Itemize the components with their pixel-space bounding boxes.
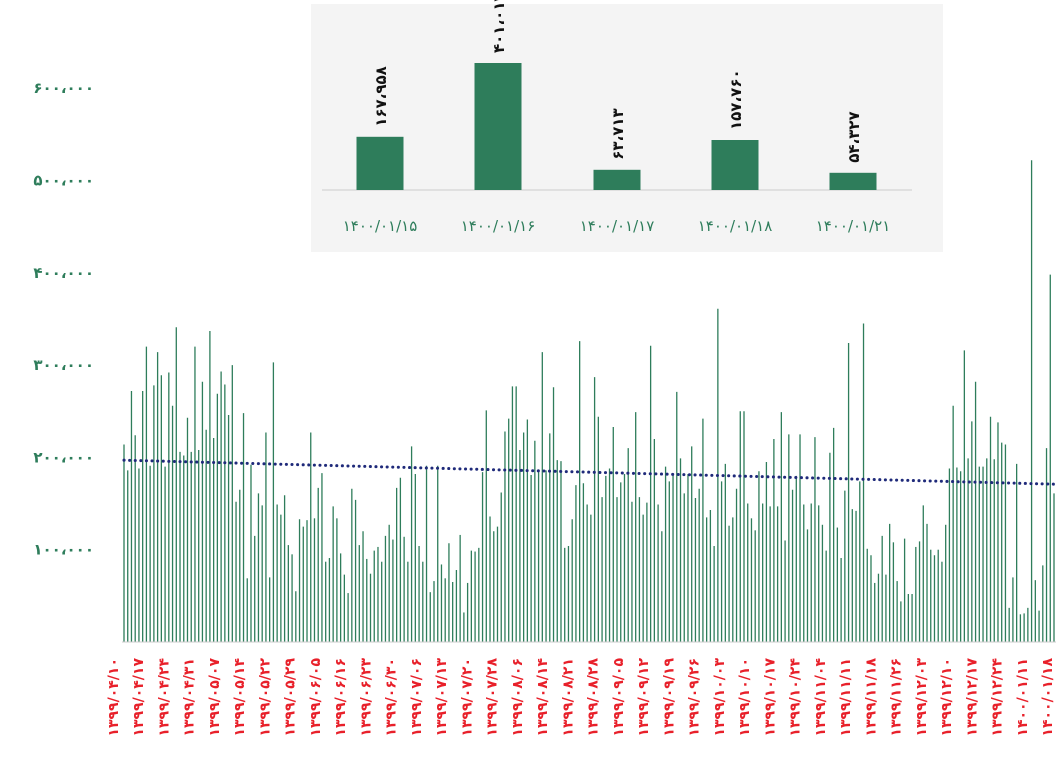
y-tick-label: ۴۰۰،۰۰۰	[33, 264, 94, 282]
y-tick-label: ۶۰۰،۰۰۰	[33, 79, 94, 97]
x-tick-label: ۱۳۹۹/۰۵/۲۲	[258, 658, 274, 737]
x-tick-label: ۱۳۹۹/۰۴/۱۷	[131, 658, 147, 737]
inset-data-label: ۱۶۷،۹۵۸	[372, 66, 390, 127]
x-tick-label: ۱۳۹۹/۰۵/۰۷	[207, 658, 223, 737]
x-tick-label: ۱۳۹۹/۰۴/۳۱	[182, 658, 198, 737]
x-tick-label: ۱۳۹۹/۰۹/۰۵	[611, 658, 627, 737]
inset-bars	[356, 63, 877, 190]
x-tick-label: ۱۳۹۹/۰۵/۲۹	[283, 658, 299, 737]
x-tick-label: ۱۳۹۹/۰۶/۳۰	[384, 658, 400, 737]
y-tick-label: ۱۰۰،۰۰۰	[33, 541, 94, 559]
x-tick-label: ۱۳۹۹/۰۸/۱۴	[535, 658, 551, 737]
main-bars	[123, 160, 1055, 642]
inset-bar	[474, 63, 522, 190]
inset-chart: ۱۶۷،۹۵۸ ۴۰۱،۰۱۳ ۶۳،۷۱۳ ۱۵۷،۷۶۰ ۵۴،۳۲۷ ۱۴۰۰/۰…	[311, 0, 943, 252]
x-tick-label: ۱۳۹۹/۰۵/۱۴	[232, 658, 248, 737]
x-tick-label: ۱۳۹۹/۱۲/۱۰	[939, 658, 955, 737]
inset-data-label: ۴۰۱،۰۱۳	[490, 0, 508, 53]
inset-x-tick-label: ۱۴۰۰/۰۱/۱۶	[461, 217, 536, 235]
inset-x-tick-label: ۱۴۰۰/۰۱/۱۷	[580, 217, 655, 235]
x-axis-ticks: ۱۳۹۹/۰۴/۱۰ ۱۳۹۹/۰۴/۱۷ ۱۳۹۹/۰۴/۲۴ ۱۳۹۹/۰۴/۳۱…	[106, 658, 1056, 737]
x-tick-label: ۱۳۹۹/۱۲/۰۳	[914, 658, 930, 737]
x-tick-label: ۱۳۹۹/۰۶/۲۳	[358, 658, 374, 737]
inset-bar	[593, 169, 641, 190]
trendline-path	[122, 458, 1056, 486]
x-tick-label: ۱۳۹۹/۱۱/۰۴	[813, 658, 829, 737]
x-tick-label: ۱۳۹۹/۱۱/۱۱	[838, 658, 854, 737]
x-tick-label: ۱۳۹۹/۰۹/۱۹	[661, 658, 677, 737]
x-tick-label: ۱۳۹۹/۱۱/۱۸	[863, 658, 879, 737]
x-tick-label: ۱۳۹۹/۰۹/۱۲	[636, 658, 652, 737]
inset-background	[311, 4, 943, 252]
inset-x-tick-label: ۱۴۰۰/۰۱/۱۸	[698, 217, 773, 235]
x-tick-label: ۱۳۹۹/۰۶/۰۵	[308, 658, 324, 737]
y-tick-label: ۲۰۰،۰۰۰	[33, 448, 94, 466]
x-tick-label: ۱۳۹۹/۰۷/۲۸	[485, 658, 501, 737]
inset-bar	[356, 136, 404, 190]
x-tick-label: ۱۴۰۰/۰۱/۱۱	[1015, 658, 1031, 737]
y-tick-label: ۳۰۰،۰۰۰	[33, 356, 94, 374]
x-tick-label: ۱۳۹۹/۰۹/۲۶	[687, 658, 703, 737]
inset-data-label: ۶۳،۷۱۳	[609, 108, 627, 159]
x-tick-label: ۱۴۰۰/۰۱/۱۸	[1040, 658, 1056, 737]
inset-x-ticks: ۱۴۰۰/۰۱/۱۵ ۱۴۰۰/۰۱/۱۶ ۱۴۰۰/۰۱/۱۷ ۱۴۰۰/۰۱/۱۸…	[343, 217, 891, 235]
x-tick-label: ۱۳۹۹/۰۷/۰۶	[409, 658, 425, 737]
y-tick-label: ۵۰۰،۰۰۰	[33, 172, 94, 190]
x-tick-label: ۱۳۹۹/۱۲/۱۷	[964, 658, 980, 737]
x-tick-label: ۱۳۹۹/۱۰/۲۴	[788, 658, 804, 737]
x-tick-label: ۱۳۹۹/۰۷/۲۰	[459, 658, 475, 737]
x-tick-label: ۱۳۹۹/۰۸/۰۶	[510, 658, 526, 737]
x-tick-label: ۱۳۹۹/۰۸/۲۱	[560, 658, 576, 737]
inset-bar	[711, 140, 759, 190]
x-tick-label: ۱۳۹۹/۱۰/۱۰	[737, 658, 753, 737]
x-tick-label: ۱۳۹۹/۰۷/۱۳	[434, 658, 450, 737]
x-tick-label: ۱۳۹۹/۰۶/۱۶	[333, 658, 349, 737]
x-tick-label: ۱۳۹۹/۰۴/۲۴	[157, 658, 173, 737]
x-tick-label: ۱۳۹۹/۱۲/۲۴	[990, 658, 1006, 737]
x-tick-label: ۱۳۹۹/۰۴/۱۰	[106, 658, 122, 737]
x-tick-label: ۱۳۹۹/۱۱/۲۶	[889, 658, 905, 737]
x-tick-label: ۱۳۹۹/۰۸/۲۸	[586, 658, 602, 737]
inset-data-label: ۵۴،۳۲۷	[845, 111, 863, 162]
x-tick-label: ۱۳۹۹/۱۰/۱۷	[762, 658, 778, 737]
trendline	[122, 458, 1056, 486]
inset-x-tick-label: ۱۴۰۰/۰۱/۲۱	[816, 217, 891, 235]
y-axis-ticks: ۱۰۰،۰۰۰ ۲۰۰،۰۰۰ ۳۰۰،۰۰۰ ۴۰۰،۰۰۰ ۵۰۰،۰۰۰ ۶۰۰،۰…	[33, 79, 94, 559]
inset-x-tick-label: ۱۴۰۰/۰۱/۱۵	[343, 217, 418, 235]
inset-data-label: ۱۵۷،۷۶۰	[727, 69, 745, 130]
inset-bar	[829, 172, 877, 190]
x-tick-label: ۱۳۹۹/۱۰/۰۳	[712, 658, 728, 737]
inset-data-labels: ۱۶۷،۹۵۸ ۴۰۱،۰۱۳ ۶۳،۷۱۳ ۱۵۷،۷۶۰ ۵۴،۳۲۷	[372, 0, 863, 163]
